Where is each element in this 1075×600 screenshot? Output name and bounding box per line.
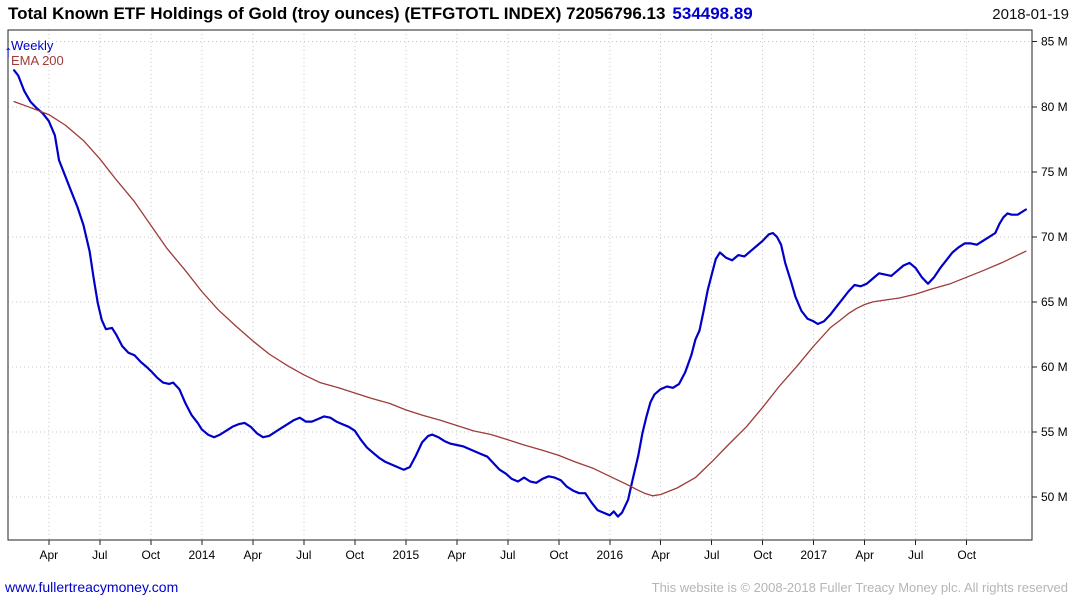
x-tick-label: 2017: [800, 548, 827, 562]
y-tick-label: 80 M: [1041, 100, 1068, 114]
x-axis-labels: Apr Jul Oct 2014 Apr Jul Oct 2015 Apr Jul Oct 2016 A…: [39, 548, 976, 562]
y-axis-labels: 50 M 55 M 60 M 65 M 70 M 75 M 80 M 85 M: [1041, 35, 1068, 504]
x-tick-label: Apr: [855, 548, 874, 562]
x-tick-label: Apr: [651, 548, 670, 562]
legend-weekly-label: Weekly: [11, 38, 54, 53]
chart-canvas: Apr Jul Oct 2014 Apr Jul Oct 2015 Apr Jul Oct 2016 A…: [7, 29, 1068, 562]
legend-ema-label: EMA 200: [11, 53, 64, 68]
x-tick-label: Oct: [549, 548, 568, 562]
x-tick-label: Apr: [39, 548, 58, 562]
plot-border: [7, 29, 1033, 541]
x-tick-label: Jul: [92, 548, 107, 562]
y-tick-label: 55 M: [1041, 425, 1068, 439]
ema-200-series-line: [13, 100, 1027, 497]
weekly-series-line: [13, 69, 1028, 518]
x-tick-label: Oct: [141, 548, 160, 562]
x-tick-label: 2014: [188, 548, 215, 562]
site-link[interactable]: www.fullertreacymoney.com: [5, 579, 179, 595]
y-tick-label: 65 M: [1041, 295, 1068, 309]
x-tick-label: Oct: [957, 548, 976, 562]
x-tick-label: Apr: [447, 548, 466, 562]
date-label: 2018-01-19: [992, 6, 1069, 23]
y-tick-label: 60 M: [1041, 360, 1068, 374]
x-tick-label: Jul: [500, 548, 515, 562]
y-tick-label: 50 M: [1041, 490, 1068, 504]
x-tick-label: Oct: [753, 548, 772, 562]
x-tick-label: 2015: [392, 548, 419, 562]
x-tick-label: Jul: [704, 548, 719, 562]
title-secondary-value: 534498.89: [672, 4, 753, 23]
x-tick-label: Jul: [908, 548, 923, 562]
copyright-text: This website is © 2008-2018 Fuller Treac…: [651, 580, 1068, 595]
x-tick-label: 2016: [596, 548, 623, 562]
gridlines: [8, 30, 1032, 540]
axis-ticks: [48, 41, 1037, 545]
x-tick-label: Oct: [345, 548, 364, 562]
chart-header: Total Known ETF Holdings of Gold (troy o…: [0, 0, 1075, 28]
page-title: Total Known ETF Holdings of Gold (troy o…: [8, 4, 753, 24]
up-arrow-icon: ↑: [4, 42, 13, 61]
x-tick-label: Jul: [296, 548, 311, 562]
y-tick-label: 70 M: [1041, 230, 1068, 244]
y-tick-label: 75 M: [1041, 165, 1068, 179]
x-tick-label: Apr: [243, 548, 262, 562]
y-tick-label: 85 M: [1041, 35, 1068, 49]
page-footer: www.fullertreacymoney.com This website i…: [0, 574, 1075, 600]
title-text: Total Known ETF Holdings of Gold (troy o…: [8, 4, 666, 23]
